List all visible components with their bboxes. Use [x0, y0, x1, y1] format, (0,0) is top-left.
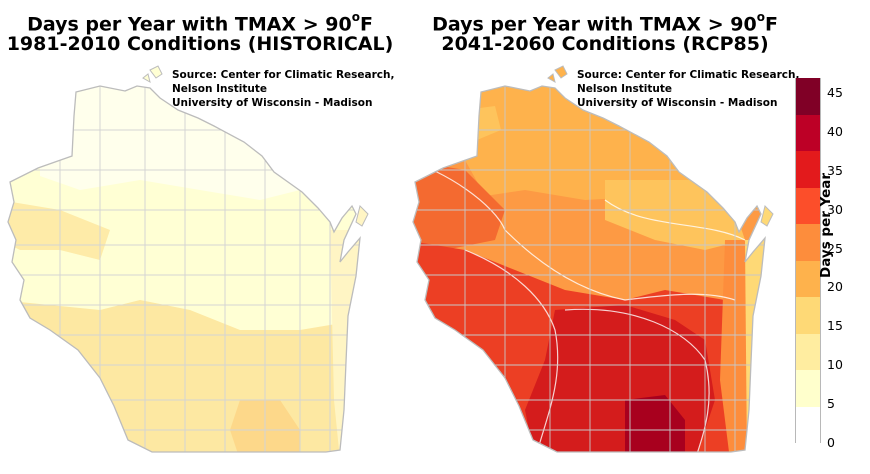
legend-swatch	[795, 151, 821, 188]
zone-15-20-ne	[605, 180, 745, 250]
source-line: Source: Center for Climatic Research,	[577, 69, 800, 81]
legend-tick-label: 20	[827, 279, 843, 295]
source-line: University of Wisconsin - Madison	[172, 97, 373, 109]
zone-25-30-west	[413, 160, 505, 250]
historical-wisconsin-map	[7, 65, 369, 453]
legend-tick-label: 30	[827, 201, 843, 217]
legend-swatch	[795, 297, 821, 334]
legend-tick-label: 10	[827, 357, 843, 373]
legend-swatch	[795, 78, 821, 115]
zone-lakeshore-b	[745, 240, 765, 452]
source-line: Source: Center for Climatic Research,	[172, 69, 395, 81]
legend-tick-label: 15	[827, 318, 843, 334]
legend-swatch	[795, 114, 821, 151]
legend-swatch	[795, 260, 821, 297]
rcp85-map-panel: Days per Year with TMAX > 90oF 2041-2060…	[405, 0, 825, 474]
legend-tick-label: 40	[827, 123, 843, 139]
legend-swatch	[795, 370, 821, 407]
rcp85-map-title-line1: Days per Year with TMAX > 90oF	[432, 10, 778, 36]
legend-tick-label: 25	[827, 240, 843, 256]
legend-swatch	[795, 406, 821, 443]
legend-tick-label: 45	[827, 85, 843, 100]
source-line: University of Wisconsin - Madison	[577, 97, 778, 109]
legend-title: Days per Year	[818, 172, 834, 278]
legend-color-bar	[795, 78, 821, 443]
historical-map-title-line1: Days per Year with TMAX > 90oF	[27, 10, 373, 36]
historical-map-title-line2: 1981-2010 Conditions (HISTORICAL)	[6, 33, 394, 55]
source-line: Nelson Institute	[172, 83, 267, 95]
legend-swatch	[795, 187, 821, 224]
rcp85-source-note: Source: Center for Climatic Research, Ne…	[577, 68, 799, 110]
source-line: Nelson Institute	[577, 83, 672, 95]
rcp85-wisconsin-map	[412, 65, 774, 453]
legend-tick-label: 5	[827, 396, 835, 412]
zone-35-40	[525, 305, 715, 452]
historical-map-panel: Days per Year with TMAX > 90oF 1981-2010…	[0, 0, 420, 474]
color-legend: 45 40 35 30 25 20 15 10 5 0 Days per Year	[795, 78, 870, 458]
legend-tick-label: 0	[827, 435, 835, 450]
rcp85-map-title-line2: 2041-2060 Conditions (RCP85)	[441, 33, 769, 55]
legend-swatch	[795, 333, 821, 370]
historical-source-note: Source: Center for Climatic Research, Ne…	[172, 68, 394, 110]
legend-tick-label: 35	[827, 162, 843, 178]
legend-swatch	[795, 224, 821, 261]
